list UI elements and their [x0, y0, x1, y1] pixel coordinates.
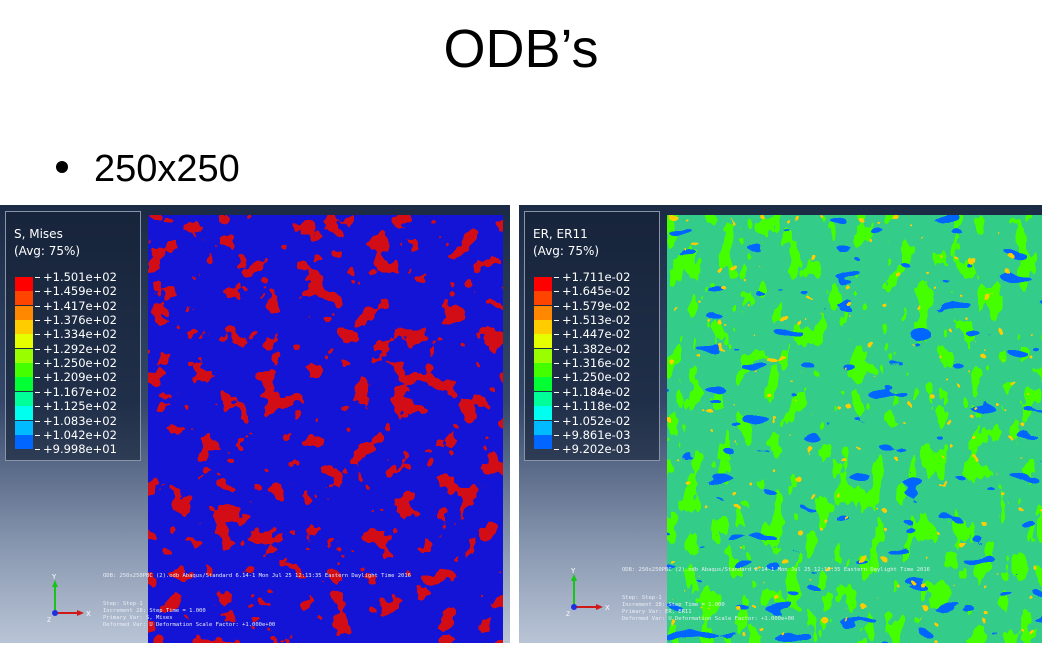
axis-y-label: Y	[570, 567, 576, 575]
step-info: Step: Step-1 Increment 28: Step Time = 1…	[622, 595, 794, 623]
legend-level-value: +1.645e-02	[554, 285, 630, 298]
legend-swatch	[534, 391, 552, 406]
legend-level-value: +1.501e+02	[35, 271, 117, 284]
bullet-text: 250x250	[94, 148, 240, 190]
legend-level-value: +1.382e-02	[554, 342, 630, 356]
legend-level-value: +1.459e+02	[35, 285, 117, 298]
legend-level-value: +9.998e+01	[35, 443, 117, 456]
legend-level-value: +1.209e+02	[35, 371, 117, 384]
legend-swatch	[15, 277, 33, 291]
legend-variable: S, Mises	[14, 227, 63, 241]
axis-x-label: X	[86, 610, 91, 618]
legend-level-value: +1.417e+02	[35, 299, 117, 313]
er11-legend: ER, ER11 (Avg: 75%) +1.711e-02 +1.645e-02…	[524, 211, 660, 461]
odb-info-line: ODB: 250x250PBC (2).odb Abaqus/Standard …	[622, 567, 930, 573]
legend-swatch	[534, 334, 552, 349]
deformed-var-line: Deformed Var: U Deformation Scale Factor…	[622, 616, 795, 622]
mises-contour-plot[interactable]	[148, 215, 503, 643]
legend-swatch	[15, 334, 33, 349]
legend-level-value: +1.711e-02	[554, 271, 630, 284]
axis-y-label: Y	[51, 573, 57, 581]
legend-level-value: +1.334e+02	[35, 328, 117, 341]
legend-swatch	[15, 291, 33, 306]
axis-triad-icon: Y X Z	[47, 573, 91, 623]
legend-level-value: +1.118e-02	[554, 400, 630, 413]
legend-level-value: +1.250e-02	[554, 371, 630, 384]
axis-z-label: Z	[566, 611, 570, 617]
legend-swatch	[15, 391, 33, 406]
legend-level-value: +1.376e+02	[35, 314, 117, 327]
step-info: Step: Step-1 Increment 28: Step Time = 1…	[103, 601, 275, 629]
legend-swatch	[15, 363, 33, 378]
legend-swatch	[534, 434, 552, 449]
axis-x-label: X	[605, 604, 610, 612]
right-viewport[interactable]: ER, ER11 (Avg: 75%) +1.711e-02 +1.645e-02…	[519, 205, 1042, 643]
legend-swatch	[534, 291, 552, 306]
legend-swatch	[534, 406, 552, 421]
increment-line: Increment 28: Step Time = 1.000	[622, 602, 725, 608]
odb-info-line: ODB: 250x250PBC (2).odb Abaqus/Standard …	[103, 573, 411, 579]
legend-swatch	[15, 434, 33, 449]
legend-swatch	[15, 348, 33, 363]
legend-level-value: +1.513e-02	[554, 314, 630, 327]
axis-z-label: Z	[47, 617, 51, 623]
slide-title: ODB’s	[443, 19, 599, 79]
legend-level-value: +1.125e+02	[35, 400, 117, 413]
primary-var-line: Primary Var: ER, ER11	[622, 609, 692, 615]
legend-swatch	[15, 320, 33, 335]
legend-averaging: (Avg: 75%)	[14, 244, 81, 258]
bullet-dot-icon	[56, 160, 68, 173]
legend-level-value: +1.042e+02	[35, 428, 117, 442]
legend-swatch	[534, 320, 552, 335]
legend-swatch	[534, 363, 552, 378]
legend-level-value: +1.250e+02	[35, 357, 117, 370]
legend-swatch	[534, 377, 552, 392]
er11-contour-plot[interactable]	[667, 215, 1042, 643]
axis-triad-icon: Y X Z	[566, 567, 610, 617]
legend-level-value: +1.579e-02	[554, 299, 630, 313]
legend-level-value: +9.861e-03	[554, 428, 630, 442]
legend-averaging: (Avg: 75%)	[533, 244, 600, 258]
legend-level-value: +1.167e+02	[35, 385, 117, 399]
mises-legend: S, Mises (Avg: 75%) +1.501e+02 +1.459e+02…	[5, 211, 141, 461]
legend-level-value: +1.083e+02	[35, 414, 117, 428]
legend-level-value: +1.292e+02	[35, 342, 117, 356]
step-line: Step: Step-1	[103, 601, 143, 607]
legend-variable: ER, ER11	[533, 227, 588, 241]
legend-swatch	[15, 377, 33, 392]
legend-swatch	[15, 406, 33, 421]
legend-swatch	[15, 420, 33, 435]
legend-level-value: +1.447e-02	[554, 328, 630, 341]
legend-level-value: +9.202e-03	[554, 443, 630, 456]
legend-swatch	[534, 420, 552, 435]
legend-swatch	[534, 277, 552, 291]
legend-swatch	[15, 305, 33, 320]
step-line: Step: Step-1	[622, 595, 662, 601]
legend-swatch	[534, 305, 552, 320]
bullet-item: 250x250	[56, 148, 240, 191]
left-viewport[interactable]: S, Mises (Avg: 75%) +1.501e+02 +1.459e+02…	[0, 205, 510, 643]
increment-line: Increment 28: Step Time = 1.000	[103, 608, 206, 614]
legend-swatch	[534, 348, 552, 363]
legend-level-value: +1.052e-02	[554, 414, 630, 428]
legend-level-value: +1.184e-02	[554, 385, 630, 399]
legend-level-value: +1.316e-02	[554, 357, 630, 370]
primary-var-line: Primary Var: S, Mises	[103, 615, 173, 621]
deformed-var-line: Deformed Var: U Deformation Scale Factor…	[103, 622, 276, 628]
